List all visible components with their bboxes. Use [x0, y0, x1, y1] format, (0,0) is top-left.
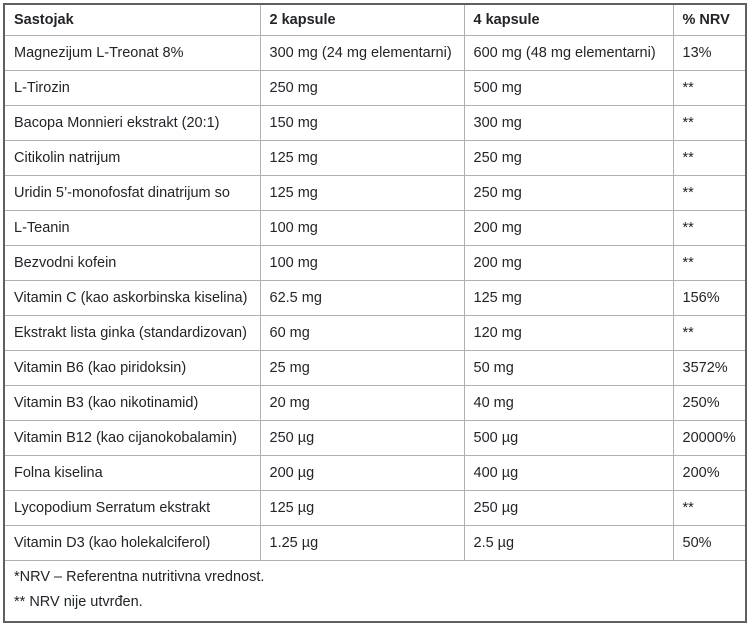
- dose-2-capsules-cell: 125 mg: [259, 140, 465, 176]
- dose-4-capsules-cell: 40 mg: [463, 385, 674, 421]
- dose-2-capsules-cell: 25 mg: [259, 350, 465, 386]
- nrv-cell: **: [672, 490, 747, 526]
- nrv-cell: **: [672, 210, 747, 246]
- nrv-cell: 50%: [672, 525, 747, 561]
- ingredient-cell: Vitamin B12 (kao cijanokobalamin): [3, 420, 261, 456]
- dose-2-capsules-cell: 150 mg: [259, 105, 465, 141]
- table-row: L-Tirozin 250 mg 500 mg **: [3, 70, 747, 106]
- nrv-cell: **: [672, 70, 747, 106]
- dose-2-capsules-cell: 250 mg: [259, 70, 465, 106]
- dose-4-capsules-cell: 250 mg: [463, 140, 674, 176]
- dose-4-capsules-cell: 200 mg: [463, 245, 674, 281]
- dose-2-capsules-cell: 1.25 µg: [259, 525, 465, 561]
- table-row: Magnezijum L-Treonat 8% 300 mg (24 mg ele…: [3, 35, 747, 71]
- table-row: Vitamin D3 (kao holekalciferol) 1.25 µg 2.…: [3, 525, 747, 561]
- dose-4-capsules-cell: 125 mg: [463, 280, 674, 316]
- dose-4-capsules-cell: 300 mg: [463, 105, 674, 141]
- ingredient-cell: Bezvodni kofein: [3, 245, 261, 281]
- dose-2-capsules-cell: 300 mg (24 mg elementarni): [259, 35, 465, 71]
- ingredient-cell: Ekstrakt lista ginka (standardizovan): [3, 315, 261, 351]
- nrv-cell: **: [672, 245, 747, 281]
- nrv-cell: **: [672, 140, 747, 176]
- nrv-cell: 200%: [672, 455, 747, 491]
- table-body: Magnezijum L-Treonat 8% 300 mg (24 mg ele…: [3, 35, 747, 561]
- dose-4-capsules-cell: 120 mg: [463, 315, 674, 351]
- dose-2-capsules-cell: 100 mg: [259, 245, 465, 281]
- ingredient-cell: Magnezijum L-Treonat 8%: [3, 35, 261, 71]
- dose-4-capsules-cell: 500 mg: [463, 70, 674, 106]
- nrv-cell: 13%: [672, 35, 747, 71]
- ingredient-cell: Folna kiselina: [3, 455, 261, 491]
- dose-4-capsules-cell: 200 mg: [463, 210, 674, 246]
- nrv-cell: 250%: [672, 385, 747, 421]
- dose-2-capsules-cell: 125 µg: [259, 490, 465, 526]
- dose-4-capsules-cell: 500 µg: [463, 420, 674, 456]
- nrv-cell: 20000%: [672, 420, 747, 456]
- table-row: Lycopodium Serratum ekstrakt 125 µg 250 µg…: [3, 490, 747, 526]
- table-row: Vitamin C (kao askorbinska kiselina) 62.5…: [3, 280, 747, 316]
- dose-4-capsules-cell: 250 µg: [463, 490, 674, 526]
- ingredient-cell: Vitamin B6 (kao piridoksin): [3, 350, 261, 386]
- ingredient-cell: Citikolin natrijum: [3, 140, 261, 176]
- table-row: Folna kiselina 200 µg 400 µg 200%: [3, 455, 747, 491]
- dose-4-capsules-cell: 600 mg (48 mg elementarni): [463, 35, 674, 71]
- nrv-cell: **: [672, 315, 747, 351]
- table-row: Vitamin B12 (kao cijanokobalamin) 250 µg 5…: [3, 420, 747, 456]
- footnotes-cell: *NRV – Referentna nutritivna vrednost. *…: [3, 560, 747, 623]
- table-row: Bacopa Monnieri ekstrakt (20:1) 150 mg 300…: [3, 105, 747, 141]
- ingredient-cell: Bacopa Monnieri ekstrakt (20:1): [3, 105, 261, 141]
- column-header-4-capsules: 4 kapsule: [463, 3, 674, 36]
- dose-2-capsules-cell: 100 mg: [259, 210, 465, 246]
- column-header-ingredient: Sastojak: [3, 3, 261, 36]
- ingredient-cell: Vitamin D3 (kao holekalciferol): [3, 525, 261, 561]
- ingredient-cell: Uridin 5’-monofosfat dinatrijum so: [3, 175, 261, 211]
- ingredient-cell: L-Teanin: [3, 210, 261, 246]
- nrv-cell: 156%: [672, 280, 747, 316]
- dose-4-capsules-cell: 50 mg: [463, 350, 674, 386]
- dose-2-capsules-cell: 20 mg: [259, 385, 465, 421]
- dose-2-capsules-cell: 250 µg: [259, 420, 465, 456]
- header-row: Sastojak 2 kapsule 4 kapsule % NRV: [3, 3, 747, 36]
- table-row: Vitamin B6 (kao piridoksin) 25 mg 50 mg 357…: [3, 350, 747, 386]
- column-header-2-capsules: 2 kapsule: [259, 3, 465, 36]
- table-row: Bezvodni kofein 100 mg 200 mg **: [3, 245, 747, 281]
- dose-4-capsules-cell: 250 mg: [463, 175, 674, 211]
- nrv-cell: 3572%: [672, 350, 747, 386]
- table-row: L-Teanin 100 mg 200 mg **: [3, 210, 747, 246]
- dose-2-capsules-cell: 200 µg: [259, 455, 465, 491]
- table-row: Citikolin natrijum 125 mg 250 mg **: [3, 140, 747, 176]
- ingredient-cell: Lycopodium Serratum ekstrakt: [3, 490, 261, 526]
- dose-4-capsules-cell: 2.5 µg: [463, 525, 674, 561]
- ingredient-cell: Vitamin C (kao askorbinska kiselina): [3, 280, 261, 316]
- table-row: Ekstrakt lista ginka (standardizovan) 60 …: [3, 315, 747, 351]
- column-header-nrv: % NRV: [672, 3, 747, 36]
- footnote-nrv-not-established: ** NRV nije utvrđen.: [14, 594, 143, 610]
- footnote-nrv-definition: *NRV – Referentna nutritivna vrednost.: [14, 569, 265, 585]
- ingredient-cell: Vitamin B3 (kao nikotinamid): [3, 385, 261, 421]
- footnotes-row: *NRV – Referentna nutritivna vrednost. *…: [3, 560, 747, 623]
- supplement-facts-table: Sastojak 2 kapsule 4 kapsule % NRV Magne…: [3, 3, 747, 623]
- dose-2-capsules-cell: 125 mg: [259, 175, 465, 211]
- nrv-cell: **: [672, 105, 747, 141]
- ingredient-cell: L-Tirozin: [3, 70, 261, 106]
- dose-4-capsules-cell: 400 µg: [463, 455, 674, 491]
- table-row: Uridin 5’-monofosfat dinatrijum so 125 mg…: [3, 175, 747, 211]
- dose-2-capsules-cell: 60 mg: [259, 315, 465, 351]
- table-row: Vitamin B3 (kao nikotinamid) 20 mg 40 mg 25…: [3, 385, 747, 421]
- dose-2-capsules-cell: 62.5 mg: [259, 280, 465, 316]
- nrv-cell: **: [672, 175, 747, 211]
